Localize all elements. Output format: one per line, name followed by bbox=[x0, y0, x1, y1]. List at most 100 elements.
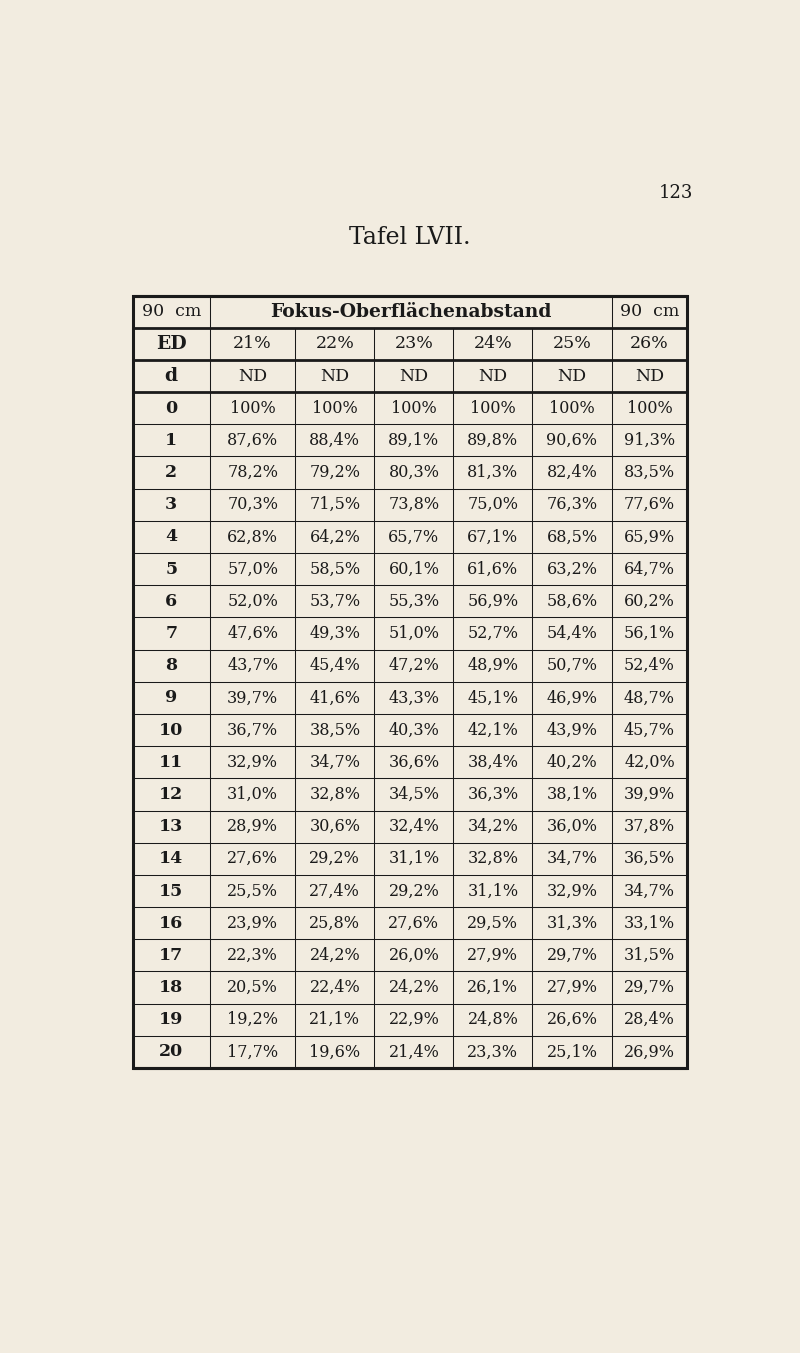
Text: 26,1%: 26,1% bbox=[467, 980, 518, 996]
Text: 29,2%: 29,2% bbox=[310, 850, 360, 867]
Text: ED: ED bbox=[156, 334, 186, 353]
Text: 27,9%: 27,9% bbox=[546, 980, 598, 996]
Text: 31,5%: 31,5% bbox=[624, 947, 675, 963]
Text: 63,2%: 63,2% bbox=[546, 560, 598, 578]
Text: 36,6%: 36,6% bbox=[388, 754, 439, 771]
Text: 31,3%: 31,3% bbox=[546, 915, 598, 932]
Text: 43,3%: 43,3% bbox=[388, 690, 439, 706]
Text: 47,6%: 47,6% bbox=[227, 625, 278, 643]
Text: 21,1%: 21,1% bbox=[310, 1011, 360, 1028]
Text: 12: 12 bbox=[159, 786, 183, 802]
Text: 34,7%: 34,7% bbox=[310, 754, 360, 771]
Text: 36,3%: 36,3% bbox=[467, 786, 518, 802]
Text: 25%: 25% bbox=[553, 336, 591, 352]
Text: 56,1%: 56,1% bbox=[624, 625, 675, 643]
Text: 53,7%: 53,7% bbox=[310, 593, 360, 610]
Text: 25,8%: 25,8% bbox=[310, 915, 360, 932]
Text: 64,2%: 64,2% bbox=[310, 529, 360, 545]
Text: 24,2%: 24,2% bbox=[389, 980, 439, 996]
Text: 22,3%: 22,3% bbox=[227, 947, 278, 963]
Text: 48,7%: 48,7% bbox=[624, 690, 675, 706]
Text: 52,7%: 52,7% bbox=[467, 625, 518, 643]
Text: 81,3%: 81,3% bbox=[467, 464, 518, 482]
Text: 68,5%: 68,5% bbox=[546, 529, 598, 545]
Text: ND: ND bbox=[478, 368, 507, 384]
Text: 55,3%: 55,3% bbox=[388, 593, 439, 610]
Text: 71,5%: 71,5% bbox=[310, 497, 360, 513]
Text: 60,2%: 60,2% bbox=[624, 593, 675, 610]
Text: 9: 9 bbox=[165, 690, 178, 706]
Text: 90  cm: 90 cm bbox=[142, 303, 201, 321]
Text: 26,6%: 26,6% bbox=[546, 1011, 598, 1028]
Text: 38,5%: 38,5% bbox=[310, 721, 360, 739]
Text: 42,0%: 42,0% bbox=[624, 754, 675, 771]
Text: 34,2%: 34,2% bbox=[467, 819, 518, 835]
Text: 77,6%: 77,6% bbox=[624, 497, 675, 513]
Text: 29,7%: 29,7% bbox=[546, 947, 598, 963]
Text: 40,2%: 40,2% bbox=[546, 754, 598, 771]
Text: 49,3%: 49,3% bbox=[310, 625, 360, 643]
Text: 31,1%: 31,1% bbox=[388, 850, 439, 867]
Text: 21,4%: 21,4% bbox=[389, 1043, 439, 1061]
Text: 33,1%: 33,1% bbox=[624, 915, 675, 932]
Text: ND: ND bbox=[238, 368, 267, 384]
Text: 73,8%: 73,8% bbox=[388, 497, 439, 513]
Text: 89,8%: 89,8% bbox=[467, 432, 518, 449]
Text: 31,1%: 31,1% bbox=[467, 882, 518, 900]
Text: 29,2%: 29,2% bbox=[389, 882, 439, 900]
Text: 65,9%: 65,9% bbox=[624, 529, 675, 545]
Text: 100%: 100% bbox=[391, 399, 437, 417]
Text: 38,4%: 38,4% bbox=[467, 754, 518, 771]
Text: 50,7%: 50,7% bbox=[546, 658, 598, 674]
Text: 48,9%: 48,9% bbox=[467, 658, 518, 674]
Text: 58,6%: 58,6% bbox=[546, 593, 598, 610]
Text: 76,3%: 76,3% bbox=[546, 497, 598, 513]
Text: 16: 16 bbox=[159, 915, 183, 932]
Text: 70,3%: 70,3% bbox=[227, 497, 278, 513]
Text: 2: 2 bbox=[166, 464, 178, 482]
Text: 28,9%: 28,9% bbox=[227, 819, 278, 835]
Text: Tafel LVII.: Tafel LVII. bbox=[349, 226, 471, 249]
Text: 27,9%: 27,9% bbox=[467, 947, 518, 963]
Text: 34,7%: 34,7% bbox=[546, 850, 598, 867]
Text: 43,7%: 43,7% bbox=[227, 658, 278, 674]
Text: 17,7%: 17,7% bbox=[227, 1043, 278, 1061]
Text: ND: ND bbox=[320, 368, 350, 384]
Text: 24,8%: 24,8% bbox=[467, 1011, 518, 1028]
Text: d: d bbox=[165, 367, 178, 386]
Text: 39,7%: 39,7% bbox=[227, 690, 278, 706]
Text: ND: ND bbox=[558, 368, 586, 384]
Text: 28,4%: 28,4% bbox=[624, 1011, 675, 1028]
Text: 15: 15 bbox=[159, 882, 183, 900]
Text: 5: 5 bbox=[166, 560, 178, 578]
Text: 42,1%: 42,1% bbox=[467, 721, 518, 739]
Text: 78,2%: 78,2% bbox=[227, 464, 278, 482]
Text: 32,8%: 32,8% bbox=[310, 786, 360, 802]
Text: 13: 13 bbox=[159, 819, 183, 835]
Text: 60,1%: 60,1% bbox=[388, 560, 439, 578]
Text: ND: ND bbox=[399, 368, 429, 384]
Text: 65,7%: 65,7% bbox=[388, 529, 439, 545]
Text: 52,4%: 52,4% bbox=[624, 658, 675, 674]
Text: 20,5%: 20,5% bbox=[227, 980, 278, 996]
Text: 19: 19 bbox=[159, 1011, 183, 1028]
Text: 30,6%: 30,6% bbox=[310, 819, 360, 835]
Text: 4: 4 bbox=[166, 529, 178, 545]
Text: 75,0%: 75,0% bbox=[467, 497, 518, 513]
Text: 56,9%: 56,9% bbox=[467, 593, 518, 610]
Text: 24,2%: 24,2% bbox=[310, 947, 360, 963]
Text: 39,9%: 39,9% bbox=[624, 786, 675, 802]
Text: 34,7%: 34,7% bbox=[624, 882, 675, 900]
Text: 79,2%: 79,2% bbox=[310, 464, 360, 482]
Text: 100%: 100% bbox=[470, 399, 516, 417]
Text: 80,3%: 80,3% bbox=[388, 464, 439, 482]
Text: 11: 11 bbox=[159, 754, 183, 771]
Text: 31,0%: 31,0% bbox=[227, 786, 278, 802]
Text: 123: 123 bbox=[658, 184, 693, 202]
Text: 26%: 26% bbox=[630, 336, 669, 352]
Text: 61,6%: 61,6% bbox=[467, 560, 518, 578]
Text: 7: 7 bbox=[166, 625, 178, 643]
Text: 46,9%: 46,9% bbox=[546, 690, 598, 706]
Text: 100%: 100% bbox=[230, 399, 275, 417]
Text: 8: 8 bbox=[166, 658, 178, 674]
